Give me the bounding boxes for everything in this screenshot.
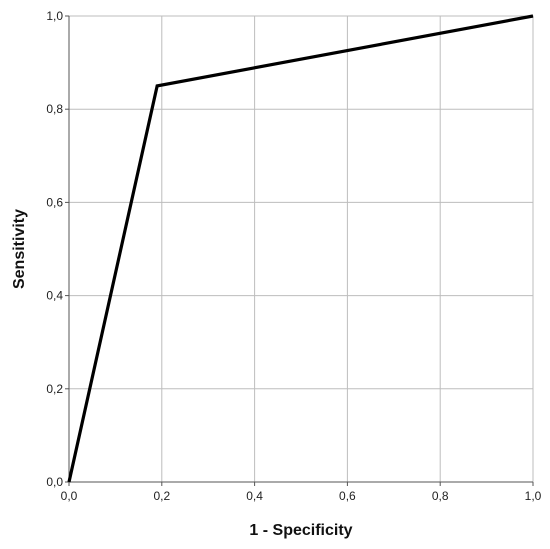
axes [65, 15, 534, 486]
y-tick-labels: 0,0 0,2 0,4 0,6 0,8 1,0 [46, 9, 63, 489]
plot-frame [68, 15, 534, 483]
y-axis-title: Sensitivity [11, 209, 28, 289]
x-tick-labels: 0,0 0,2 0,4 0,6 0,8 1,0 [61, 489, 542, 503]
y-tick-label: 0,6 [46, 195, 63, 209]
x-tick-label: 0,0 [61, 489, 78, 503]
y-tick-label: 0,8 [46, 102, 63, 116]
roc-curve-line [67, 14, 534, 483]
y-tick-label: 0,2 [46, 382, 63, 396]
x-tick-label: 0,6 [339, 489, 356, 503]
series-layer [67, 14, 534, 483]
y-tick-label: 0,0 [46, 475, 63, 489]
x-tick-label: 0,2 [153, 489, 170, 503]
grid [68, 15, 534, 483]
x-tick-label: 1,0 [525, 489, 542, 503]
y-tick-label: 1,0 [46, 9, 63, 23]
y-tick-label: 0,4 [46, 289, 63, 303]
x-axis-title: 1 - Specificity [249, 522, 352, 539]
x-tick-label: 0,8 [432, 489, 449, 503]
x-tick-label: 0,4 [246, 489, 263, 503]
